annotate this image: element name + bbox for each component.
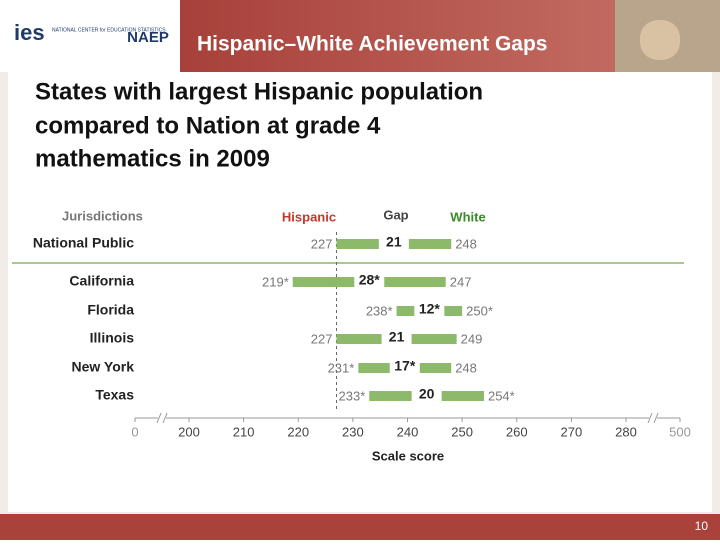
legend-hispanic: Hispanic (282, 209, 336, 224)
axis-break (653, 412, 659, 424)
logo-area (0, 0, 180, 72)
category-label: Texas (95, 387, 134, 403)
axis-break (156, 412, 162, 424)
white-label: 250* (466, 303, 493, 318)
gap-label-box (378, 235, 409, 251)
category-label: Illinois (90, 330, 135, 346)
x-tick-label: 220 (287, 424, 309, 439)
axis-break-gap (649, 412, 657, 424)
banner-title: Hispanic–White Achievement Gaps (197, 33, 548, 56)
white-label: 248 (455, 360, 477, 375)
gap-label: 28* (359, 272, 381, 288)
gap-label-box (411, 387, 442, 403)
category-label: Florida (87, 302, 134, 318)
slide-title: compared to Nation at grade 4 (35, 112, 381, 139)
x-tick-label: 0 (131, 424, 138, 439)
content-area (8, 72, 712, 512)
column-header: Jurisdictions (62, 208, 143, 223)
legend-white: White (450, 209, 485, 224)
gap-label-box (414, 302, 445, 318)
slide-title: mathematics in 2009 (35, 145, 270, 172)
org-logo: ies (14, 20, 45, 45)
hispanic-label: 219* (262, 274, 289, 289)
white-label: 254* (488, 388, 515, 403)
white-label: 247 (450, 274, 472, 289)
hispanic-label: 231* (328, 360, 355, 375)
x-tick-label: 280 (615, 424, 637, 439)
x-tick-label: 260 (506, 424, 528, 439)
hispanic-label: 227 (311, 236, 333, 251)
hispanic-label: 227 (311, 331, 333, 346)
axis-break-gap (158, 412, 166, 424)
white-label: 249 (461, 331, 483, 346)
x-tick-label: 200 (178, 424, 200, 439)
category-label: New York (71, 359, 134, 375)
slide-title: States with largest Hispanic population (35, 78, 483, 105)
gap-label: 12* (419, 301, 441, 317)
program-logo: NAEP (127, 29, 169, 46)
gap-label-box (381, 330, 412, 346)
x-tick-label: 210 (233, 424, 255, 439)
white-label: 248 (455, 236, 477, 251)
category-label: California (69, 273, 134, 289)
x-tick-label: 270 (561, 424, 583, 439)
gap-label: 21 (386, 234, 402, 250)
x-tick-label: 230 (342, 424, 364, 439)
axis-break (162, 412, 168, 424)
hispanic-label: 233* (339, 388, 366, 403)
category-label: National Public (33, 235, 134, 251)
x-tick-label: 240 (397, 424, 419, 439)
column-header: Gap (383, 207, 408, 222)
footer-bar (0, 514, 720, 540)
gap-label-box (389, 359, 420, 375)
hispanic-label: 238* (366, 303, 393, 318)
photo-detail (640, 20, 680, 60)
gap-label: 20 (419, 386, 435, 402)
x-tick-label: 250 (451, 424, 473, 439)
x-axis-label: Scale score (372, 448, 444, 463)
org-sub: NATIONAL CENTER for EDUCATION STATISTICS (52, 27, 166, 33)
gap-label-box (354, 273, 385, 289)
axis-break (647, 412, 653, 424)
gap-label: 21 (389, 329, 405, 345)
gap-label: 17* (394, 358, 416, 374)
page-number: 10 (695, 519, 709, 533)
x-tick-label: 500 (669, 424, 691, 439)
